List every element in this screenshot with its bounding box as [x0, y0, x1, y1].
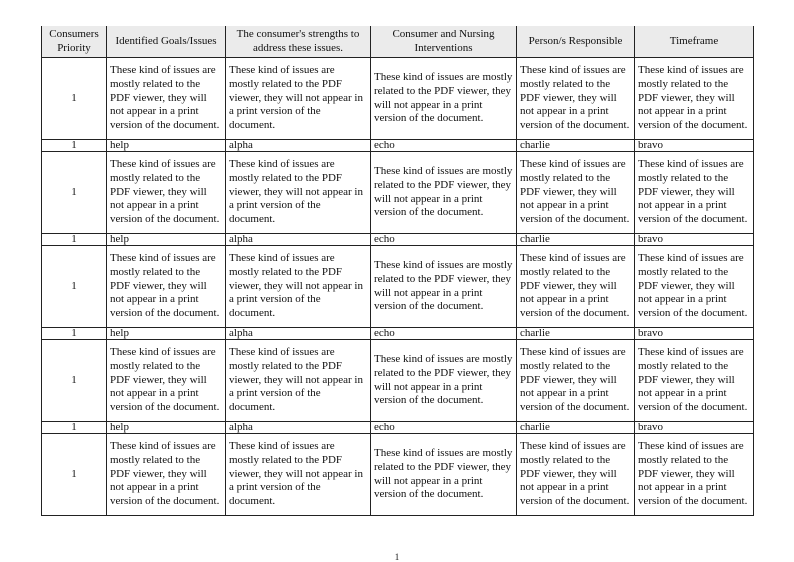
cell-interventions: echo: [370, 421, 517, 434]
cell-responsible: charlie: [516, 139, 635, 152]
cell-interventions: echo: [370, 139, 517, 152]
header-responsible: Person/s Responsible: [516, 26, 635, 58]
cell-interventions: These kind of issues are mostly related …: [370, 433, 517, 516]
cell-priority: 1: [41, 233, 107, 246]
cell-strengths: alpha: [225, 139, 371, 152]
cell-responsible: These kind of issues are mostly related …: [516, 151, 635, 234]
table-row: 1 These kind of issues are mostly related…: [41, 339, 754, 422]
cell-priority: 1: [41, 245, 107, 328]
cell-strengths: These kind of issues are mostly related …: [225, 151, 371, 234]
cell-goals: These kind of issues are mostly related …: [106, 433, 226, 516]
cell-priority: 1: [41, 327, 107, 340]
cell-strengths: These kind of issues are mostly related …: [225, 433, 371, 516]
cell-responsible: charlie: [516, 421, 635, 434]
cell-timeframe: These kind of issues are mostly related …: [634, 245, 754, 328]
cell-priority: 1: [41, 339, 107, 422]
cell-responsible: These kind of issues are mostly related …: [516, 339, 635, 422]
cell-priority: 1: [41, 139, 107, 152]
cell-timeframe: bravo: [634, 233, 754, 246]
cell-goals: help: [106, 327, 226, 340]
table-row: 1 help alpha echo charlie bravo: [41, 139, 754, 152]
table-row: 1 These kind of issues are mostly related…: [41, 151, 754, 234]
header-row: Consumers Priority Identified Goals/Issu…: [41, 26, 754, 58]
table-body: 1 These kind of issues are mostly related…: [41, 57, 754, 516]
cell-timeframe: bravo: [634, 421, 754, 434]
cell-goals: help: [106, 233, 226, 246]
cell-priority: 1: [41, 421, 107, 434]
header-priority: Consumers Priority: [41, 26, 107, 58]
cell-timeframe: bravo: [634, 327, 754, 340]
cell-responsible: These kind of issues are mostly related …: [516, 433, 635, 516]
cell-goals: These kind of issues are mostly related …: [106, 57, 226, 140]
cell-strengths: These kind of issues are mostly related …: [225, 339, 371, 422]
table-row: 1 These kind of issues are mostly related…: [41, 433, 754, 516]
cell-goals: These kind of issues are mostly related …: [106, 245, 226, 328]
cell-strengths: These kind of issues are mostly related …: [225, 245, 371, 328]
cell-interventions: These kind of issues are mostly related …: [370, 57, 517, 140]
table-row: 1 These kind of issues are mostly related…: [41, 57, 754, 140]
cell-timeframe: These kind of issues are mostly related …: [634, 339, 754, 422]
cell-goals: These kind of issues are mostly related …: [106, 339, 226, 422]
cell-responsible: charlie: [516, 327, 635, 340]
cell-responsible: charlie: [516, 233, 635, 246]
table-row: 1 These kind of issues are mostly related…: [41, 245, 754, 328]
cell-interventions: These kind of issues are mostly related …: [370, 151, 517, 234]
cell-responsible: These kind of issues are mostly related …: [516, 245, 635, 328]
cell-strengths: alpha: [225, 327, 371, 340]
table-row: 1 help alpha echo charlie bravo: [41, 421, 754, 434]
header-interventions: Consumer and Nursing Interventions: [370, 26, 517, 58]
cell-strengths: alpha: [225, 421, 371, 434]
cell-timeframe: These kind of issues are mostly related …: [634, 433, 754, 516]
cell-strengths: alpha: [225, 233, 371, 246]
cell-interventions: These kind of issues are mostly related …: [370, 245, 517, 328]
cell-responsible: These kind of issues are mostly related …: [516, 57, 635, 140]
cell-goals: help: [106, 421, 226, 434]
cell-timeframe: These kind of issues are mostly related …: [634, 151, 754, 234]
cell-interventions: These kind of issues are mostly related …: [370, 339, 517, 422]
table-row: 1 help alpha echo charlie bravo: [41, 327, 754, 340]
header-timeframe: Timeframe: [634, 26, 754, 58]
cell-timeframe: These kind of issues are mostly related …: [634, 57, 754, 140]
cell-interventions: echo: [370, 327, 517, 340]
header-strengths: The consumer's strengths to address thes…: [225, 26, 371, 58]
cell-goals: These kind of issues are mostly related …: [106, 151, 226, 234]
table-row: 1 help alpha echo charlie bravo: [41, 233, 754, 246]
cell-priority: 1: [41, 151, 107, 234]
care-plan-table: Consumers Priority Identified Goals/Issu…: [41, 26, 754, 516]
cell-strengths: These kind of issues are mostly related …: [225, 57, 371, 140]
cell-priority: 1: [41, 433, 107, 516]
cell-priority: 1: [41, 57, 107, 140]
page-number: 1: [394, 552, 400, 562]
cell-timeframe: bravo: [634, 139, 754, 152]
cell-goals: help: [106, 139, 226, 152]
cell-interventions: echo: [370, 233, 517, 246]
header-goals: Identified Goals/Issues: [106, 26, 226, 58]
